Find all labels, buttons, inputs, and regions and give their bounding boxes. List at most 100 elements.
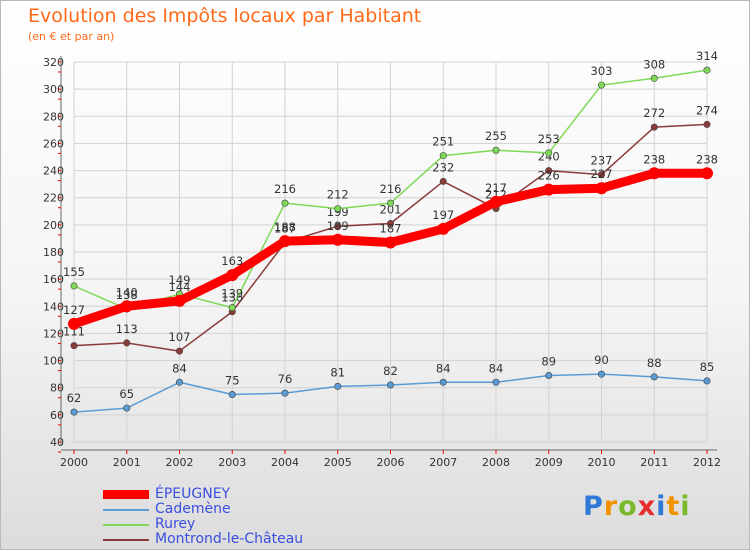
x-tick-label-2009: 2009 — [535, 456, 563, 469]
data-label-rurey-2006: 216 — [380, 182, 402, 196]
legend-swatch-rurey — [103, 524, 149, 526]
data-label-epeugney-2005: 189 — [327, 219, 349, 233]
data-label-rurey-2000: 155 — [63, 265, 85, 279]
data-label-epeugney-2004: 188 — [274, 220, 296, 234]
logo-letter: P — [583, 491, 604, 522]
point-epeugney-2000 — [68, 317, 80, 330]
proxiti-logo: Proxiti — [583, 491, 691, 522]
x-tick-label-2001: 2001 — [113, 456, 141, 469]
data-label-epeugney-2002: 144 — [169, 280, 191, 294]
point-epeugney-2012 — [701, 167, 713, 180]
point-cademene-2010 — [597, 370, 605, 378]
legend-label-cademene: Cademène — [155, 501, 231, 517]
data-label-epeugney-2010: 227 — [591, 167, 613, 181]
data-label-cademene-2007: 84 — [436, 361, 451, 375]
point-montrond-le-chateau-2006 — [386, 220, 394, 228]
point-rurey-2003 — [228, 304, 236, 312]
data-label-rurey-2008: 255 — [485, 129, 507, 143]
data-label-cademene-2008: 84 — [489, 361, 504, 375]
chart-title: Evolution des Impôts locaux par Habitant — [28, 5, 422, 27]
point-montrond-le-chateau-2007 — [439, 177, 447, 185]
x-tick-label-2000: 2000 — [60, 456, 88, 469]
logo-letter: x — [637, 491, 657, 522]
legend-label-rurey: Rurey — [155, 516, 196, 532]
data-label-rurey-2007: 251 — [432, 135, 454, 149]
point-cademene-2005 — [334, 382, 342, 390]
point-cademene-2012 — [703, 377, 711, 385]
data-label-rurey-2010: 303 — [591, 64, 613, 78]
data-label-cademene-2000: 62 — [67, 391, 82, 405]
point-cademene-2001 — [123, 404, 131, 412]
data-label-cademene-2012: 85 — [700, 360, 715, 374]
x-tick-label-2005: 2005 — [324, 456, 352, 469]
point-rurey-2000 — [70, 282, 78, 290]
data-label-epeugney-2009: 226 — [538, 169, 560, 183]
data-label-cademene-2003: 75 — [225, 374, 240, 388]
data-label-montrond-le-chateau-2006: 201 — [380, 203, 402, 217]
point-epeugney-2007 — [437, 222, 450, 235]
y-tick-label-300: 300 — [43, 83, 64, 96]
point-rurey-2007 — [439, 152, 447, 160]
legend-swatch-montrond — [103, 539, 149, 541]
legend-swatch-epeugney — [103, 490, 149, 499]
logo-letter: t — [666, 491, 681, 522]
point-montrond-le-chateau-2009 — [545, 167, 553, 175]
data-label-rurey-2005: 212 — [327, 188, 349, 202]
data-label-epeugney-2008: 217 — [485, 181, 507, 195]
data-label-montrond-le-chateau-2001: 113 — [116, 322, 138, 336]
point-rurey-2006 — [386, 199, 394, 207]
point-epeugney-2006 — [384, 236, 397, 249]
point-epeugney-2003 — [226, 269, 239, 282]
legend-label-epeugney: ÉPEUGNEY — [155, 486, 231, 502]
data-label-epeugney-2003: 163 — [221, 254, 243, 268]
point-cademene-2002 — [176, 378, 184, 386]
y-tick-label-180: 180 — [43, 246, 64, 259]
point-montrond-le-chateau-2001 — [123, 339, 131, 347]
point-montrond-le-chateau-2011 — [650, 123, 658, 131]
y-tick-label-60: 60 — [50, 409, 64, 422]
data-label-rurey-2011: 308 — [643, 57, 665, 71]
y-tick-label-160: 160 — [43, 273, 64, 286]
point-epeugney-2009 — [542, 183, 555, 196]
point-montrond-le-chateau-2010 — [597, 171, 605, 179]
data-label-rurey-2001: 138 — [116, 288, 138, 302]
point-cademene-2007 — [439, 378, 447, 386]
point-montrond-le-chateau-2002 — [176, 347, 184, 355]
data-label-montrond-le-chateau-2000: 111 — [63, 325, 85, 339]
data-label-epeugney-2011: 238 — [643, 152, 665, 166]
point-epeugney-2005 — [331, 233, 344, 246]
point-rurey-2009 — [545, 149, 553, 157]
y-tick-label-260: 260 — [43, 137, 64, 150]
data-label-rurey-2009: 253 — [538, 132, 560, 146]
data-label-cademene-2001: 65 — [119, 387, 134, 401]
y-tick-label-40: 40 — [50, 436, 64, 449]
data-label-cademene-2011: 88 — [647, 356, 662, 370]
data-label-cademene-2002: 84 — [172, 361, 187, 375]
data-label-cademene-2005: 81 — [330, 365, 345, 379]
y-tick-label-280: 280 — [43, 110, 64, 123]
y-tick-label-320: 320 — [43, 56, 64, 69]
data-label-montrond-le-chateau-2002: 107 — [169, 330, 191, 344]
x-tick-label-2006: 2006 — [377, 456, 405, 469]
point-epeugney-2002 — [173, 294, 186, 307]
data-label-cademene-2009: 89 — [541, 355, 556, 369]
data-label-cademene-2010: 90 — [594, 353, 609, 367]
point-cademene-2011 — [650, 373, 658, 381]
y-tick-label-200: 200 — [43, 219, 64, 232]
point-cademene-2000 — [70, 408, 78, 416]
point-cademene-2009 — [545, 371, 553, 379]
data-label-montrond-le-chateau-2012: 274 — [696, 103, 718, 117]
logo-letter: r — [603, 491, 619, 522]
x-tick-label-2004: 2004 — [271, 456, 299, 469]
point-montrond-le-chateau-2005 — [334, 222, 342, 230]
point-rurey-2004 — [281, 199, 289, 207]
data-label-montrond-le-chateau-2004: 187 — [274, 222, 296, 236]
x-tick-label-2002: 2002 — [166, 456, 194, 469]
point-rurey-2011 — [650, 74, 658, 82]
point-epeugney-2008 — [490, 195, 502, 208]
data-label-epeugney-2007: 197 — [432, 208, 454, 222]
logo-letter: i — [656, 491, 667, 522]
point-cademene-2004 — [281, 389, 289, 397]
